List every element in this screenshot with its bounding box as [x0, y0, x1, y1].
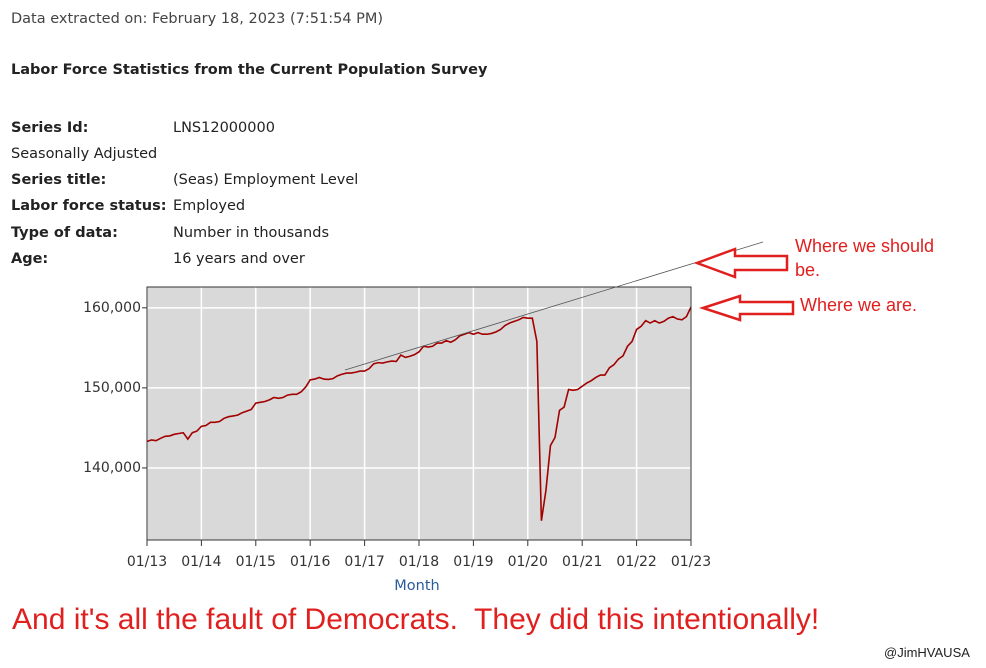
x-tick-label: 01/21	[562, 554, 602, 570]
annotation: Where we are.	[800, 295, 918, 315]
info-value: 16 years and over	[173, 251, 305, 267]
info-label: Type of data:	[11, 225, 118, 241]
x-tick-label: 01/20	[508, 554, 548, 570]
info-label: Labor force status:	[11, 198, 167, 214]
info-label: Seasonally Adjusted	[11, 146, 158, 162]
x-tick-label: 01/13	[127, 554, 167, 570]
x-tick-label: 01/19	[453, 554, 493, 570]
info-value: (Seas) Employment Level	[173, 172, 359, 188]
extract-date: Data extracted on: February 18, 2023 (7:…	[11, 11, 384, 27]
arrow	[698, 294, 795, 322]
info-value: Number in thousands	[173, 225, 330, 241]
info-label: Series title:	[11, 172, 107, 188]
x-tick-label: 01/23	[671, 554, 711, 570]
x-tick-label: 01/18	[399, 554, 439, 570]
x-axis-label: Month	[394, 578, 439, 594]
x-tick-label: 01/14	[181, 554, 221, 570]
arrow	[693, 247, 789, 279]
info-label: Age:	[11, 251, 49, 267]
info-label: Series Id:	[11, 120, 89, 136]
caption: And it's all the fault of Democrats. The…	[12, 603, 820, 636]
x-tick-label: 01/16	[290, 554, 330, 570]
x-tick-label: 01/17	[344, 554, 384, 570]
info-value: Employed	[173, 198, 246, 214]
y-tick-label: 140,000	[83, 460, 141, 476]
annotation: Where we should be.	[795, 236, 935, 280]
x-tick-label: 01/15	[236, 554, 276, 570]
page-title: Labor Force Statistics from the Current …	[11, 62, 488, 78]
y-tick-label: 160,000	[83, 300, 141, 316]
credit: @JimHVAUSA	[884, 645, 970, 660]
data-line	[146, 306, 692, 521]
y-tick-label: 150,000	[83, 380, 141, 396]
x-tick-label: 01/22	[616, 554, 656, 570]
info-value: LNS12000000	[173, 120, 275, 136]
trend-line	[344, 241, 764, 371]
